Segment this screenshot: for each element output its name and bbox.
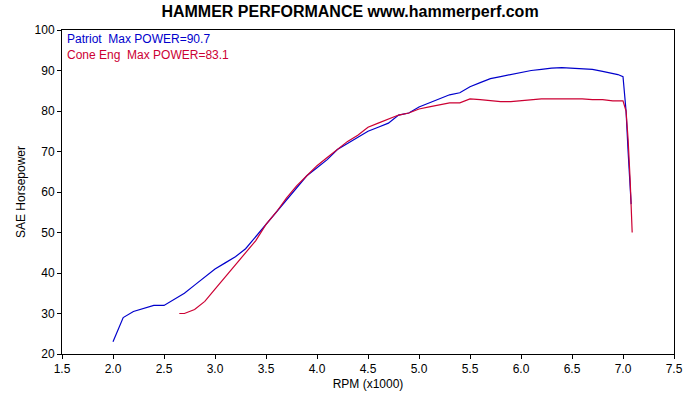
svg-text:40: 40 [41, 266, 55, 280]
svg-text:100: 100 [35, 23, 55, 37]
svg-text:90: 90 [41, 64, 55, 78]
svg-text:6.5: 6.5 [564, 362, 581, 376]
svg-text:20: 20 [41, 347, 55, 361]
svg-text:3.0: 3.0 [207, 362, 224, 376]
svg-text:RPM (x1000): RPM (x1000) [333, 377, 404, 391]
svg-text:Patriot Max POWER=90.7: Patriot Max POWER=90.7 [67, 32, 210, 46]
svg-text:6.0: 6.0 [513, 362, 530, 376]
svg-text:5.5: 5.5 [462, 362, 479, 376]
svg-text:4.5: 4.5 [360, 362, 377, 376]
svg-text:50: 50 [41, 226, 55, 240]
svg-text:1.5: 1.5 [54, 362, 71, 376]
svg-text:5.0: 5.0 [411, 362, 428, 376]
svg-text:7.5: 7.5 [666, 362, 683, 376]
svg-text:4.0: 4.0 [309, 362, 326, 376]
svg-text:SAE Horsepower: SAE Horsepower [14, 146, 28, 238]
svg-text:HAMMER PERFORMANCE www.hammerp: HAMMER PERFORMANCE www.hammerperf.com [161, 3, 538, 20]
svg-text:7.0: 7.0 [615, 362, 632, 376]
svg-text:70: 70 [41, 145, 55, 159]
svg-text:3.5: 3.5 [258, 362, 275, 376]
svg-text:Cone Eng Max POWER=83.1: Cone Eng Max POWER=83.1 [67, 48, 229, 62]
svg-text:60: 60 [41, 185, 55, 199]
svg-text:80: 80 [41, 104, 55, 118]
svg-text:30: 30 [41, 307, 55, 321]
svg-text:2.5: 2.5 [156, 362, 173, 376]
svg-text:2.0: 2.0 [105, 362, 122, 376]
